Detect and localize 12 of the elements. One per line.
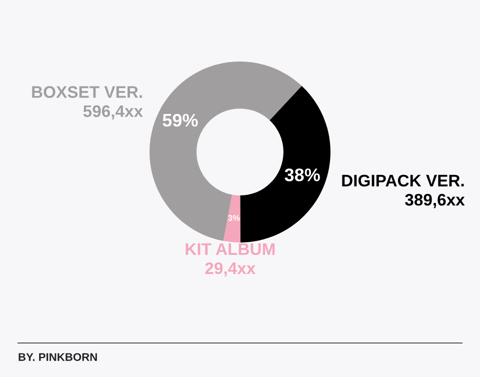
text: BY. PINKBORN <box>18 353 97 361</box>
text: 389,6xx <box>405 194 465 208</box>
text: 596,4xx <box>83 105 143 120</box>
text: 29,4xx <box>205 262 256 277</box>
donut-slice <box>240 86 330 242</box>
data-label: 59% <box>162 114 198 127</box>
slice-label: KIT ALBUM <box>186 243 275 256</box>
slice-label: BOXSET VER. <box>32 86 142 98</box>
donut-slice <box>223 194 240 242</box>
data-label: 38% <box>284 168 320 182</box>
data-label: 3% <box>228 215 240 221</box>
slice-label: DIGIPACK VER. <box>342 174 464 187</box>
